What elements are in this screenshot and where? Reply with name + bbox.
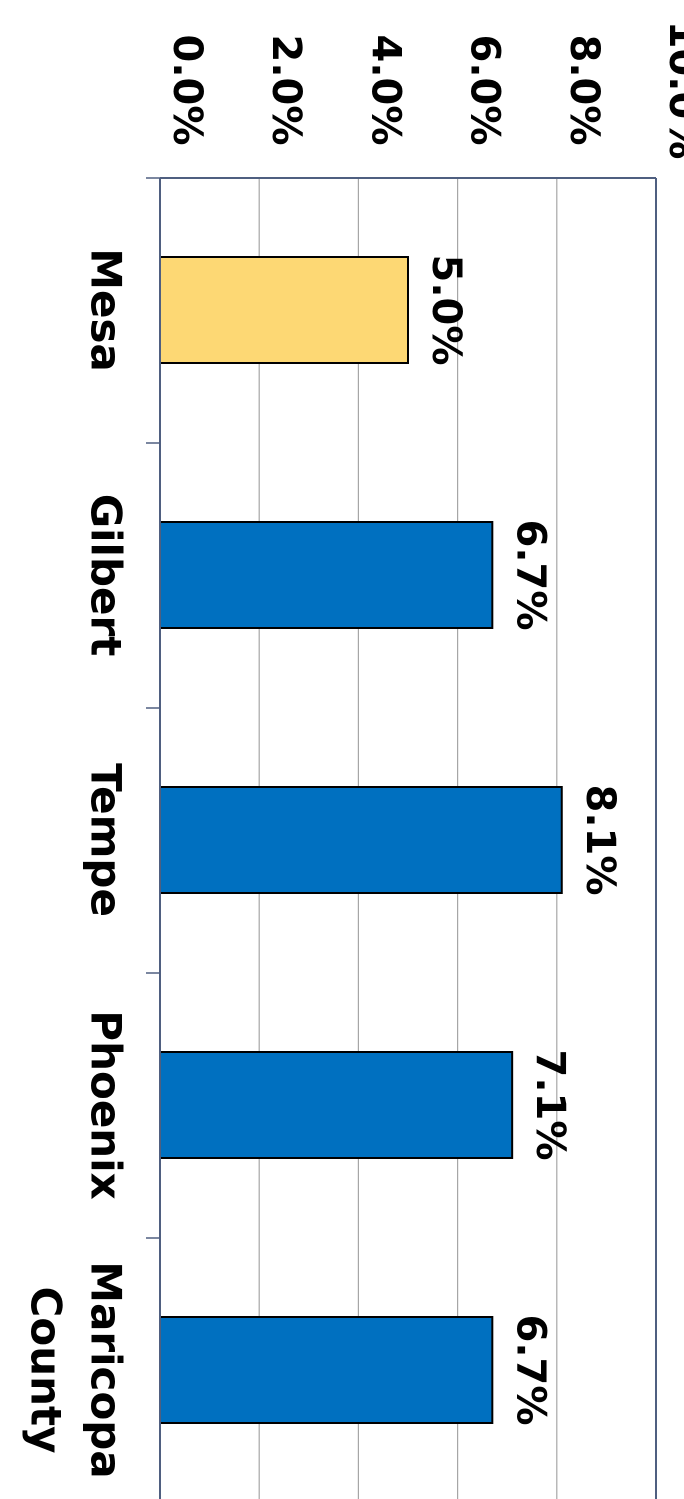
bar <box>159 786 563 894</box>
bar <box>159 1051 514 1159</box>
bar <box>159 256 409 364</box>
bar <box>159 1316 494 1424</box>
category-label: Maricopa <box>82 1261 131 1478</box>
tick-label: 4.0% <box>362 35 408 146</box>
category-label: Tempe <box>82 763 131 917</box>
data-labels: 5.0% 6.7% 8.1% 7.1% 6.7% <box>423 255 623 1426</box>
bars <box>159 256 563 1424</box>
tick-labels: 0.0% 2.0% 4.0% 6.0% 8.0% 10.0% <box>164 21 684 160</box>
tick-label: 8.0% <box>561 35 607 146</box>
data-label: 7.1% <box>527 1050 573 1161</box>
category-label: Gilbert <box>82 494 131 657</box>
bar <box>159 521 494 629</box>
data-label: 6.7% <box>507 1315 553 1426</box>
tick-label: 6.0% <box>462 35 508 146</box>
data-label: 5.0% <box>423 255 469 366</box>
tick-label: 2.0% <box>263 35 309 146</box>
data-label: 8.1% <box>577 785 623 896</box>
axes <box>146 177 657 1499</box>
data-label: 6.7% <box>507 520 553 631</box>
tick-label: 10.0% <box>660 21 684 160</box>
category-label: Mesa <box>82 248 131 372</box>
category-label: Phoenix <box>82 1010 131 1199</box>
category-label: County <box>22 1287 71 1454</box>
tick-label: 0.0% <box>164 35 210 146</box>
